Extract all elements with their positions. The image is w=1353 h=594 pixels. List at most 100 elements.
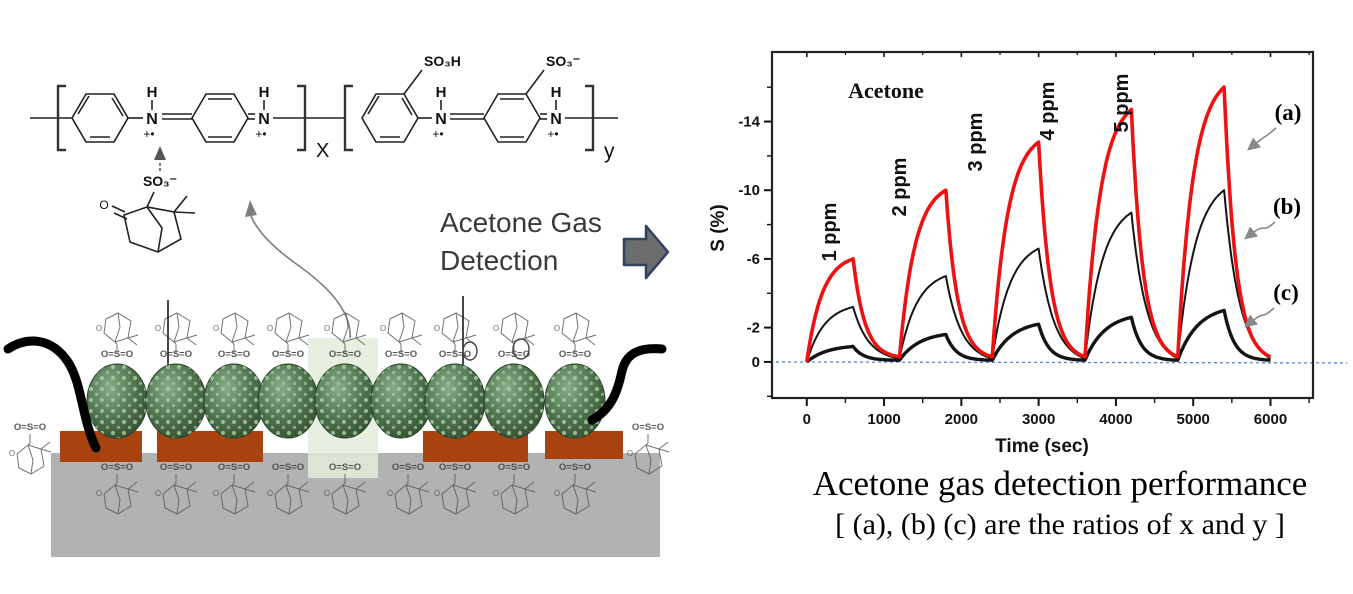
block-arrow-right-icon bbox=[622, 224, 670, 280]
concentration-label: 3 ppm bbox=[965, 113, 987, 172]
svg-text:O: O bbox=[155, 324, 161, 333]
svg-text:O=S=O: O=S=O bbox=[272, 462, 304, 473]
radical-cation-label: +• bbox=[143, 127, 154, 141]
svg-text:O=S=O: O=S=O bbox=[385, 349, 417, 360]
svg-text:O=S=O: O=S=O bbox=[101, 349, 133, 360]
curve-pointer-arrow bbox=[1244, 307, 1275, 328]
nanoparticle-texture bbox=[204, 364, 264, 438]
svg-text:O: O bbox=[387, 489, 393, 498]
svg-text:O: O bbox=[627, 449, 633, 458]
camphorsulfonate-glyph: O=S=O O bbox=[324, 462, 367, 515]
svg-text:O=S=O: O=S=O bbox=[272, 349, 304, 360]
camphorsulfonate-glyph: O=S=O O bbox=[627, 422, 670, 475]
svg-text:O: O bbox=[155, 489, 161, 498]
y-tick-label: -6 bbox=[747, 251, 760, 268]
process-arrow bbox=[622, 224, 670, 280]
svg-text:O=S=O: O=S=O bbox=[632, 422, 664, 433]
nanoparticle-texture bbox=[484, 364, 544, 438]
process-label-line1: Acetone Gas bbox=[440, 207, 602, 238]
svg-text:O=S=O: O=S=O bbox=[559, 349, 591, 360]
svg-text:O: O bbox=[554, 489, 560, 498]
amine-group-2: H N +• bbox=[255, 84, 269, 141]
electrode-wire-right bbox=[587, 344, 667, 425]
open-bracket-y bbox=[343, 84, 353, 152]
concentration-label: 2 ppm bbox=[889, 158, 911, 217]
camphorsulfonate-glyph: O=S=O O bbox=[96, 462, 139, 515]
camphorsulfonate-glyph: O=S=O O bbox=[9, 422, 52, 475]
amine-group-1: H N +• bbox=[143, 84, 157, 141]
svg-text:O: O bbox=[434, 324, 440, 333]
nanoparticle-texture bbox=[545, 364, 605, 438]
x-subscript: X bbox=[316, 140, 329, 162]
x-tick-label: 3000 bbox=[1022, 411, 1055, 428]
camphorsulfonate-glyph: O=S=O O bbox=[155, 312, 198, 360]
svg-text:O=S=O: O=S=O bbox=[559, 462, 591, 473]
svg-text:O: O bbox=[9, 449, 15, 458]
svg-text:O: O bbox=[493, 489, 499, 498]
nanoparticle-texture bbox=[87, 364, 147, 438]
svg-text:O=S=O: O=S=O bbox=[329, 462, 361, 473]
ketone-o-label: O bbox=[99, 198, 108, 212]
svg-text:O=S=O: O=S=O bbox=[160, 349, 192, 360]
n-label: N bbox=[550, 111, 562, 128]
h-label: H bbox=[436, 84, 447, 101]
quinoid-ring-1 bbox=[191, 93, 249, 143]
svg-text:O: O bbox=[324, 324, 330, 333]
sensor-device-schematic: O=S=O O O=S=O O O=S=O O O=S=O O O=S=O O O=S=O O O=S=… bbox=[3, 296, 670, 557]
camphorsulfonate-glyph: O=S=O O bbox=[380, 312, 423, 360]
x-tick-label: 4000 bbox=[1099, 411, 1132, 428]
camphorsulfonate-glyph: O=S=O O bbox=[493, 462, 536, 515]
camphorsulfonate-glyph: O=S=O O bbox=[554, 462, 597, 515]
svg-text:O=S=O: O=S=O bbox=[218, 349, 250, 360]
svg-text:O=S=O: O=S=O bbox=[498, 462, 530, 473]
camphorsulfonate-glyph: O=S=O O bbox=[324, 312, 367, 360]
svg-text:O: O bbox=[434, 489, 440, 498]
svg-text:O=S=O: O=S=O bbox=[329, 349, 361, 360]
h-label: H bbox=[147, 84, 158, 101]
svg-text:O: O bbox=[267, 489, 273, 498]
electrode-wire-left bbox=[3, 336, 101, 453]
molecule-ring-icon bbox=[512, 338, 530, 360]
y-subscript: y bbox=[604, 140, 615, 163]
polymer-structure-diagram: H N +• H N +• X bbox=[30, 53, 618, 339]
series-(c) bbox=[805, 308, 1271, 364]
process-label: Acetone Gas Detection bbox=[440, 204, 602, 280]
nanoparticle-texture bbox=[146, 364, 206, 438]
svg-text:O=S=O: O=S=O bbox=[101, 462, 133, 473]
svg-text:O: O bbox=[96, 324, 102, 333]
camphorsulfonate-glyph: O=S=O O bbox=[267, 312, 310, 360]
concentration-label: 1 ppm bbox=[819, 203, 841, 262]
svg-text:O: O bbox=[96, 489, 102, 498]
so3h-label: SO₃H bbox=[424, 53, 461, 69]
nanoparticles-layer bbox=[86, 363, 606, 439]
nanoparticle-texture bbox=[371, 364, 431, 438]
electrode bbox=[60, 431, 142, 462]
y-tick-label: -10 bbox=[738, 182, 760, 199]
x-tick-label: 1000 bbox=[867, 411, 900, 428]
svg-text:O=S=O: O=S=O bbox=[439, 349, 471, 360]
molecule-ring-icon bbox=[462, 341, 478, 361]
x-tick-label: 5000 bbox=[1177, 411, 1210, 428]
camphorsulfonate-glyph: O=S=O O bbox=[155, 462, 198, 515]
zoom-callout-arrow bbox=[245, 200, 351, 339]
concentration-label: 4 ppm bbox=[1037, 82, 1059, 141]
pendant-so3-label: SO₃⁻ bbox=[143, 173, 177, 189]
caption-subtitle: [ (a), (b) (c) are the ratios of x and y… bbox=[835, 508, 1285, 541]
x-tick-label: 6000 bbox=[1254, 411, 1287, 428]
zero-baseline bbox=[775, 361, 1348, 364]
curve-label: (c) bbox=[1273, 280, 1299, 305]
quinoid-ring-2: SO₃⁻ bbox=[483, 53, 580, 143]
n-label: N bbox=[258, 111, 270, 128]
y-tick-label: 0 bbox=[752, 354, 760, 371]
svg-text:O: O bbox=[267, 324, 273, 333]
y-tick-label: -14 bbox=[738, 114, 760, 131]
camphorsulfonate-glyph: O=S=O O bbox=[267, 462, 310, 515]
h-label: H bbox=[551, 84, 562, 101]
camphorsulfonate-glyph: O=S=O O bbox=[387, 462, 430, 515]
camphorsulfonate-molecule: SO₃⁻ O bbox=[99, 173, 196, 253]
camphorsulfonate-glyph: O=S=O O bbox=[213, 312, 256, 360]
series-(b) bbox=[805, 189, 1271, 363]
concentration-label: 5 ppm bbox=[1111, 74, 1133, 133]
svg-text:O: O bbox=[380, 324, 386, 333]
